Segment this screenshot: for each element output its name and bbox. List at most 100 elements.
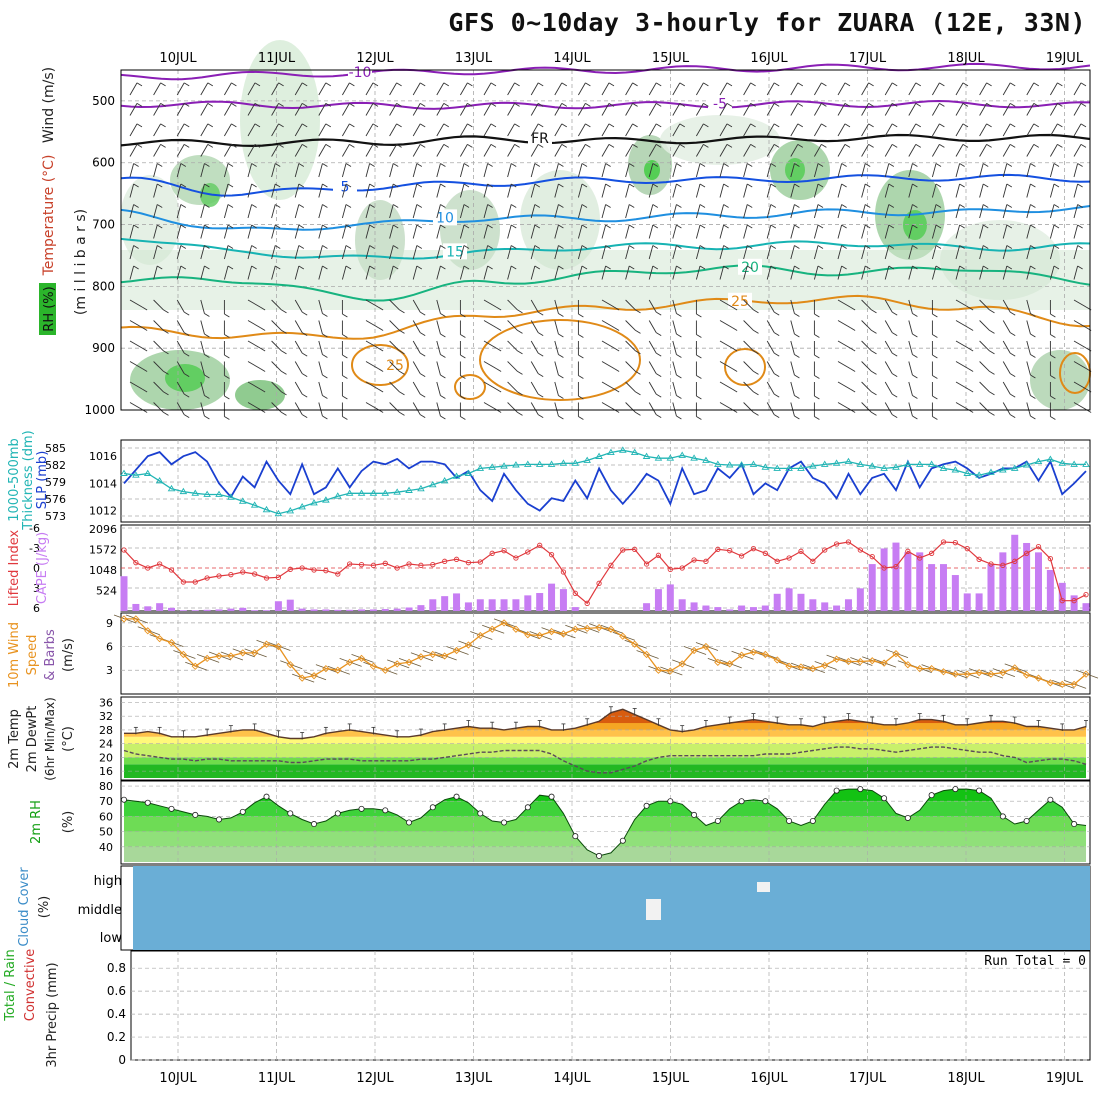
wind-barb — [247, 381, 261, 390]
wind-barb — [483, 123, 492, 137]
rh-shading-2 — [240, 40, 320, 200]
wind-barb — [672, 103, 681, 116]
rh-tick: 80 — [99, 780, 113, 793]
wind-barb-flag — [578, 395, 584, 400]
wind-barb — [436, 123, 445, 137]
wind-barb-flag — [534, 265, 541, 270]
wind-barb — [200, 320, 205, 335]
cloud-gap-middle — [646, 899, 661, 920]
wind-barb-flag — [932, 375, 938, 379]
cape-bar — [809, 599, 817, 611]
wind-barb-flag — [251, 224, 257, 229]
wind-barb-flag — [912, 395, 918, 399]
wind-barb-flag — [349, 143, 355, 148]
wind-barb — [577, 224, 583, 239]
thickness-marker — [607, 448, 615, 455]
wind-barb-flag — [301, 393, 308, 398]
li-marker — [501, 548, 507, 554]
temp-tick: 36 — [99, 696, 113, 709]
wind-barb — [578, 123, 586, 137]
wind-barb — [1049, 265, 1055, 280]
wind-barb-flag — [274, 224, 281, 229]
wind-barb-flag — [392, 183, 399, 188]
wind-barb — [1002, 299, 1011, 313]
wind-marker — [892, 650, 900, 658]
wind-barb — [837, 123, 846, 137]
wind-barb-flag — [989, 371, 995, 375]
wind-marker — [595, 623, 603, 632]
wind-barb — [743, 204, 748, 219]
wind-barb — [743, 320, 754, 331]
thickness-marker — [868, 462, 877, 469]
wind-barb — [129, 123, 138, 137]
wind-barb — [955, 123, 964, 137]
wind-barb — [176, 265, 182, 280]
wind-barb — [389, 320, 400, 331]
cape-bar — [951, 575, 959, 611]
wind-panel — [120, 612, 1091, 695]
li-marker — [560, 569, 567, 575]
wind-barb — [743, 224, 748, 239]
wind-barb — [365, 224, 371, 239]
wind-barb-flag — [841, 224, 847, 229]
wind-barb-flag — [419, 393, 426, 398]
wind-barb — [672, 144, 681, 157]
wind-barb — [318, 82, 327, 96]
wind-barb-flag — [676, 163, 682, 167]
wind-barb — [979, 103, 987, 116]
wind-barb-flag — [163, 309, 169, 314]
wind-barb — [743, 245, 748, 260]
cape-bar — [702, 605, 710, 611]
upper-ylabel-mb-text: (m i l l i b a r s) — [73, 209, 89, 315]
thickness-marker — [1010, 464, 1019, 471]
cape-bar — [132, 603, 140, 611]
wind-barb — [648, 340, 657, 354]
wind-barb10m — [885, 649, 909, 659]
wind-barb — [129, 299, 143, 308]
wind-barb-flag — [183, 123, 190, 128]
wind-barb — [766, 183, 772, 198]
wind-barb-flag — [989, 412, 995, 416]
thickness-marker — [381, 489, 390, 496]
wind-barb-flag — [537, 82, 544, 87]
wind-barb — [271, 402, 282, 413]
wind-barb — [294, 245, 300, 260]
rh-marker — [738, 798, 745, 805]
wind-barb — [224, 82, 232, 96]
wind-marker — [832, 655, 841, 663]
wind-barb — [412, 163, 418, 178]
wind-barb-flag — [1080, 143, 1087, 148]
wind-barb — [271, 361, 282, 372]
wind-barb — [884, 265, 890, 280]
wind-barb — [153, 183, 158, 198]
wind-barb-flag — [814, 416, 820, 420]
wind-barb-flag — [392, 204, 399, 208]
wind-barb — [766, 82, 775, 96]
wind-barb-flag — [281, 309, 287, 314]
wind-barb-flag — [578, 313, 584, 318]
thickness-marker — [654, 454, 663, 461]
wind-barb — [719, 224, 725, 239]
cape-bar — [928, 564, 936, 611]
thickness-marker — [809, 462, 817, 469]
wind-barb-flag — [514, 123, 520, 128]
wind-barb-flag — [180, 163, 187, 167]
wind-barb — [813, 163, 819, 178]
rh-shading-15 — [520, 170, 600, 270]
wind-barb — [932, 123, 940, 137]
wind-barb — [1002, 163, 1008, 178]
wind-marker — [547, 627, 556, 636]
wind-barb-flag — [982, 245, 989, 249]
bottom-date-label: 16JUL — [750, 1071, 788, 1086]
wind-barb-flag — [156, 163, 163, 167]
wind-barb — [365, 123, 374, 137]
li-tick: -6 — [29, 522, 40, 535]
wind-barb-flag — [608, 123, 615, 128]
wind-barb-flag — [419, 123, 426, 128]
wind-barb — [601, 265, 607, 280]
upper-ytick: 1000 — [84, 403, 115, 417]
li-marker — [1059, 598, 1065, 604]
wind-barb-flag — [696, 375, 702, 379]
wind-barb-flag — [655, 102, 662, 107]
li-marker — [750, 546, 757, 552]
